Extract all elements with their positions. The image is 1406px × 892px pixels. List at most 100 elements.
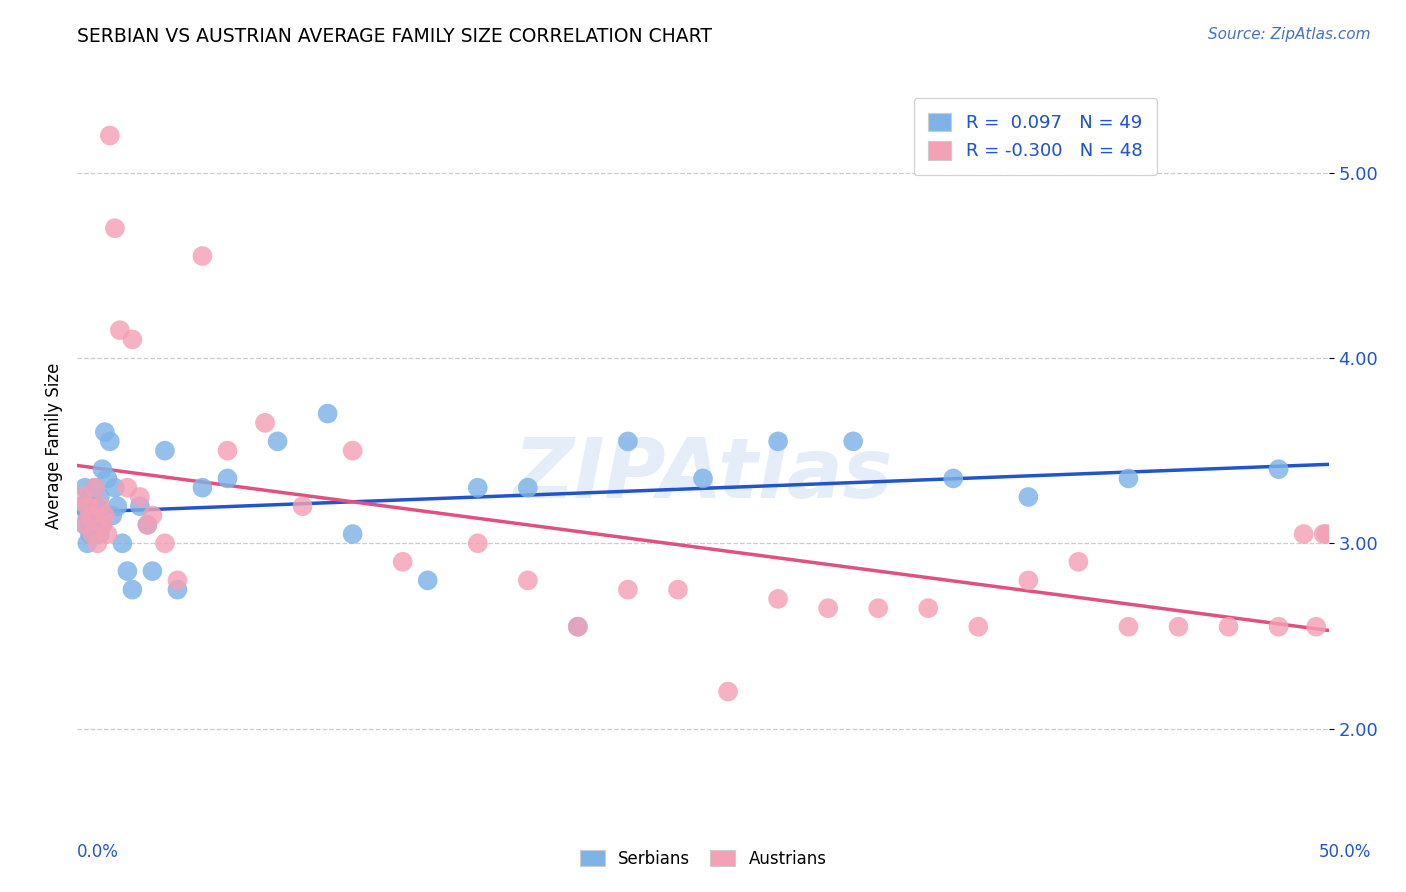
Point bbox=[766, 434, 789, 449]
Point bbox=[136, 517, 159, 532]
Point bbox=[1017, 490, 1039, 504]
Point bbox=[76, 508, 98, 523]
Point bbox=[1118, 471, 1140, 485]
Point bbox=[83, 481, 105, 495]
Point bbox=[1017, 574, 1039, 588]
Point bbox=[98, 128, 121, 143]
Point bbox=[617, 582, 640, 597]
Legend: R =  0.097   N = 49, R = -0.300   N = 48: R = 0.097 N = 49, R = -0.300 N = 48 bbox=[914, 98, 1157, 175]
Point bbox=[868, 601, 890, 615]
Point bbox=[82, 527, 104, 541]
Point bbox=[253, 416, 276, 430]
Text: 0.0%: 0.0% bbox=[77, 843, 120, 861]
Point bbox=[105, 500, 128, 514]
Point bbox=[342, 443, 364, 458]
Point bbox=[1312, 527, 1334, 541]
Text: SERBIAN VS AUSTRIAN AVERAGE FAMILY SIZE CORRELATION CHART: SERBIAN VS AUSTRIAN AVERAGE FAMILY SIZE … bbox=[77, 27, 713, 45]
Text: Source: ZipAtlas.com: Source: ZipAtlas.com bbox=[1208, 27, 1371, 42]
Point bbox=[121, 582, 143, 597]
Point bbox=[86, 536, 108, 550]
Point bbox=[166, 574, 188, 588]
Point bbox=[94, 425, 117, 439]
Point bbox=[76, 536, 98, 550]
Point bbox=[1067, 555, 1090, 569]
Point bbox=[191, 249, 214, 263]
Point bbox=[1167, 620, 1189, 634]
Point bbox=[217, 443, 239, 458]
Point bbox=[1292, 527, 1315, 541]
Point bbox=[89, 527, 111, 541]
Y-axis label: Average Family Size: Average Family Size bbox=[45, 363, 63, 529]
Point bbox=[89, 500, 111, 514]
Point bbox=[86, 500, 108, 514]
Point bbox=[567, 620, 589, 634]
Point bbox=[79, 508, 101, 523]
Point bbox=[117, 481, 139, 495]
Point bbox=[842, 434, 865, 449]
Point bbox=[217, 471, 239, 485]
Point bbox=[766, 591, 789, 606]
Point bbox=[141, 508, 163, 523]
Point bbox=[73, 481, 96, 495]
Point bbox=[942, 471, 965, 485]
Point bbox=[817, 601, 839, 615]
Point bbox=[141, 564, 163, 578]
Point bbox=[76, 500, 98, 514]
Point bbox=[79, 490, 101, 504]
Point bbox=[467, 481, 489, 495]
Point bbox=[129, 490, 152, 504]
Point bbox=[86, 508, 108, 523]
Point bbox=[72, 500, 94, 514]
Point bbox=[316, 407, 339, 421]
Point bbox=[94, 508, 117, 523]
Point bbox=[467, 536, 489, 550]
Point bbox=[166, 582, 188, 597]
Point bbox=[83, 517, 105, 532]
Text: ZIPAtlas: ZIPAtlas bbox=[513, 434, 893, 515]
Point bbox=[72, 490, 94, 504]
Point bbox=[917, 601, 939, 615]
Point bbox=[101, 508, 124, 523]
Point bbox=[129, 500, 152, 514]
Text: 50.0%: 50.0% bbox=[1319, 843, 1371, 861]
Point bbox=[79, 517, 101, 532]
Point bbox=[73, 517, 96, 532]
Point bbox=[82, 527, 104, 541]
Point bbox=[342, 527, 364, 541]
Point bbox=[73, 517, 96, 532]
Point bbox=[617, 434, 640, 449]
Point bbox=[516, 481, 538, 495]
Point bbox=[111, 536, 134, 550]
Point bbox=[153, 536, 176, 550]
Point bbox=[82, 500, 104, 514]
Point bbox=[91, 462, 114, 476]
Point bbox=[692, 471, 714, 485]
Point bbox=[1315, 527, 1337, 541]
Point bbox=[104, 481, 127, 495]
Point bbox=[96, 471, 118, 485]
Point bbox=[91, 517, 114, 532]
Point bbox=[136, 517, 159, 532]
Point bbox=[391, 555, 413, 569]
Point bbox=[666, 582, 689, 597]
Point bbox=[1267, 462, 1289, 476]
Point bbox=[83, 481, 105, 495]
Point bbox=[1267, 620, 1289, 634]
Point bbox=[1118, 620, 1140, 634]
Point bbox=[191, 481, 214, 495]
Legend: Serbians, Austrians: Serbians, Austrians bbox=[572, 844, 834, 875]
Point bbox=[104, 221, 127, 235]
Point bbox=[1305, 620, 1327, 634]
Point bbox=[98, 434, 121, 449]
Point bbox=[717, 684, 740, 698]
Point bbox=[567, 620, 589, 634]
Point bbox=[967, 620, 990, 634]
Point bbox=[91, 517, 114, 532]
Point bbox=[516, 574, 538, 588]
Point bbox=[108, 323, 131, 337]
Point bbox=[96, 527, 118, 541]
Point bbox=[291, 500, 314, 514]
Point bbox=[117, 564, 139, 578]
Point bbox=[79, 527, 101, 541]
Point bbox=[153, 443, 176, 458]
